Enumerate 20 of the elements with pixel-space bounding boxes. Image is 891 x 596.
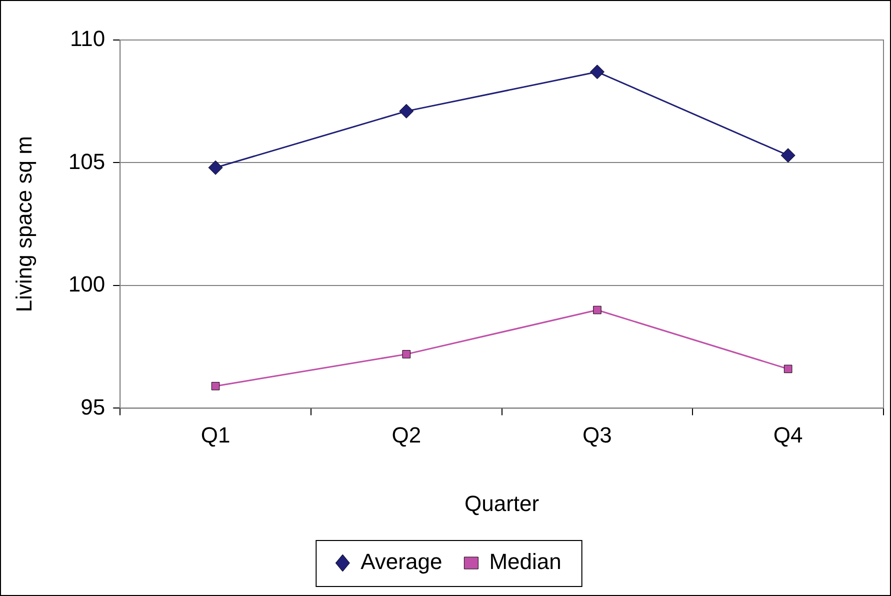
y-axis-title: Living space sq m xyxy=(11,136,36,312)
x-tick-label: Q4 xyxy=(773,422,803,448)
legend-label: Median xyxy=(489,549,562,574)
y-tick-label: 110 xyxy=(70,26,106,52)
legend-label: Average xyxy=(360,549,442,574)
x-axis-title: Quarter xyxy=(464,490,540,516)
x-tick-label: Q2 xyxy=(392,422,422,448)
point xyxy=(784,364,792,374)
x-tick-label: Q1 xyxy=(200,422,230,448)
point xyxy=(402,350,411,358)
point xyxy=(208,160,223,175)
y-tick-label: 95 xyxy=(80,394,106,420)
point xyxy=(780,148,796,163)
point xyxy=(593,306,602,314)
y-tick-label: 100 xyxy=(68,272,106,297)
x-tick-label: Q3 xyxy=(582,422,612,448)
point xyxy=(399,104,414,118)
point xyxy=(590,64,604,80)
y-tick-label: 105 xyxy=(68,148,106,174)
point xyxy=(211,382,220,390)
